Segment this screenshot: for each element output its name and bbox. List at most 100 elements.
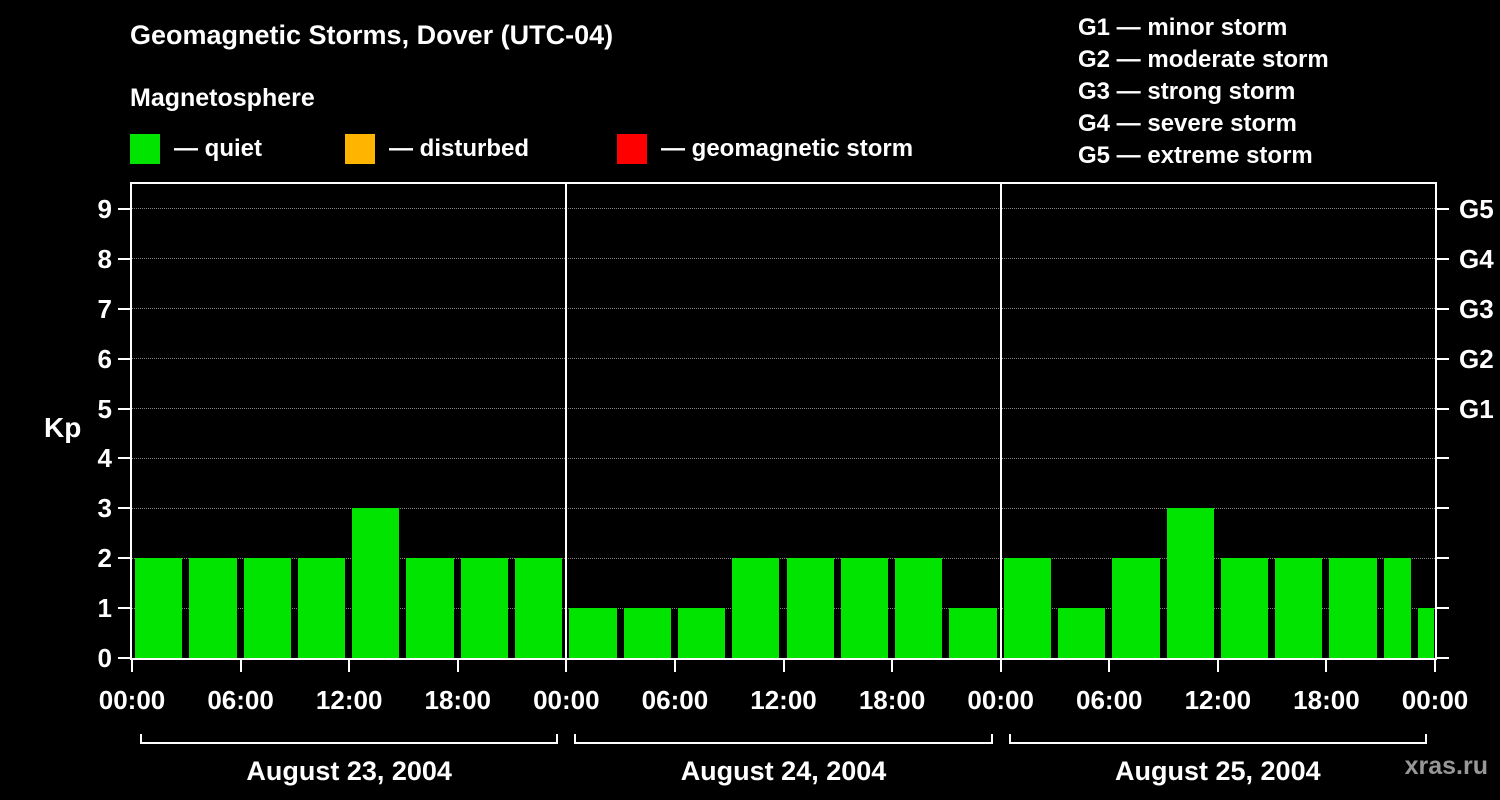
- x-tick-label: 00:00: [98, 685, 166, 715]
- y-tick-right: [1437, 607, 1449, 610]
- kp-bar: [1057, 608, 1106, 658]
- legend-item-disturbed: — disturbed: [345, 133, 529, 165]
- x-tick-label: 18:00: [858, 685, 926, 715]
- y-tick-right: [1437, 357, 1449, 360]
- date-bracket-end: [556, 734, 559, 744]
- g-scale-label: G2: [1459, 343, 1494, 374]
- g-scale-label: G1: [1459, 393, 1494, 424]
- x-tick-label: 18:00: [1293, 685, 1360, 715]
- grid-line: [132, 208, 1435, 210]
- grid-line: [132, 408, 1435, 410]
- date-label: August 25, 2004: [1115, 756, 1321, 786]
- x-tick-label: 18:00: [424, 685, 492, 715]
- x-tick: [565, 660, 568, 672]
- grid-line: [132, 457, 1435, 459]
- x-tick-label: 06:00: [1076, 685, 1143, 715]
- x-tick-label: 12:00: [315, 685, 383, 715]
- y-tick-right: [1437, 507, 1449, 510]
- date-bracket-end: [574, 734, 577, 744]
- x-tick-label: 12:00: [750, 685, 817, 715]
- x-tick-label: 00:00: [533, 685, 600, 715]
- kp-bar: [677, 608, 726, 658]
- disturbed-label: — disturbed: [389, 135, 530, 162]
- quiet-label: — quiet: [174, 135, 262, 162]
- y-axis-title: Kp: [44, 412, 82, 443]
- y-tick-right: [1437, 207, 1449, 210]
- kp-bar: [623, 608, 671, 658]
- kp-bar: [1166, 508, 1214, 658]
- kp-bar: [949, 608, 997, 658]
- date-label: August 24, 2004: [680, 756, 887, 786]
- kp-bar: [1003, 558, 1051, 658]
- kp-bar: [406, 558, 454, 658]
- date-bracket-end: [1425, 734, 1427, 744]
- y-tick: [118, 507, 130, 510]
- magnetosphere-label: Magnetosphere: [130, 84, 315, 112]
- kp-bar-partial: [1418, 608, 1434, 658]
- y-tick: [118, 607, 130, 610]
- x-tick-label: 00:00: [967, 685, 1034, 715]
- date-bracket-end: [140, 734, 142, 744]
- y-tick-label: 4: [97, 443, 112, 474]
- kp-bar: [1220, 558, 1269, 658]
- y-tick-label: 0: [97, 643, 112, 673]
- watermark: xras.ru: [1404, 752, 1488, 780]
- kp-bar: [135, 558, 183, 658]
- day-divider-line: [565, 184, 568, 658]
- y-tick: [118, 457, 130, 460]
- g3-scale-line: G3 — strong storm: [1078, 78, 1296, 105]
- y-tick-label: 8: [97, 243, 112, 274]
- x-tick: [131, 660, 133, 672]
- y-tick-right: [1437, 457, 1449, 460]
- y-tick-right: [1437, 557, 1449, 560]
- grid-line: [132, 258, 1435, 260]
- grid-line: [132, 358, 1435, 360]
- g-scale-label: G5: [1459, 193, 1494, 224]
- storm-label: — geomagnetic storm: [661, 135, 914, 162]
- kp-bar: [352, 508, 400, 658]
- g5-scale-line: G5 — extreme storm: [1078, 142, 1313, 169]
- y-tick-label: 9: [97, 193, 112, 224]
- kp-bar: [569, 608, 617, 658]
- x-tick: [891, 660, 894, 672]
- y-tick-label: 3: [97, 493, 112, 524]
- x-tick: [673, 660, 676, 672]
- y-tick-label: 2: [97, 543, 112, 574]
- g4-scale-line: G4 — severe storm: [1078, 110, 1297, 137]
- x-tick: [348, 660, 351, 672]
- y-tick-label: 1: [97, 593, 112, 624]
- disturbed-color-swatch: [345, 134, 375, 164]
- x-tick-label: 06:00: [641, 685, 709, 715]
- y-tick-right: [1437, 407, 1449, 410]
- y-tick-label: 7: [97, 293, 112, 324]
- y-tick: [118, 307, 130, 310]
- day-divider-line: [999, 184, 1002, 658]
- chart-title: Geomagnetic Storms, Dover (UTC-04): [130, 20, 614, 50]
- kp-bar: [460, 558, 509, 658]
- kp-bar: [1383, 558, 1411, 658]
- x-tick-label: 12:00: [1184, 685, 1252, 715]
- storm-scale-legend: G1 — minor storm G2 — moderate storm G3 …: [1078, 12, 1329, 172]
- y-tick: [118, 207, 130, 210]
- y-tick-right: [1437, 257, 1449, 260]
- x-tick: [456, 660, 459, 672]
- kp-bar: [1112, 558, 1160, 658]
- kp-bar: [1329, 558, 1377, 658]
- date-bracket-end: [1008, 734, 1011, 744]
- y-tick-right: [1437, 657, 1449, 659]
- legend-item-quiet: — quiet: [130, 133, 262, 165]
- date-bracket-end: [990, 734, 993, 744]
- legend-item-storm: — geomagnetic storm: [617, 133, 913, 165]
- y-tick: [118, 557, 130, 560]
- x-tick: [1434, 660, 1436, 672]
- kp-bar: [243, 558, 291, 658]
- plot-area: [130, 182, 1437, 660]
- kp-bar: [297, 558, 346, 658]
- y-tick: [118, 257, 130, 260]
- grid-line: [132, 607, 1435, 609]
- grid-line: [132, 557, 1435, 559]
- kp-bar: [1275, 558, 1323, 658]
- kp-bar: [840, 558, 889, 658]
- y-tick: [118, 657, 130, 659]
- x-tick: [999, 660, 1002, 672]
